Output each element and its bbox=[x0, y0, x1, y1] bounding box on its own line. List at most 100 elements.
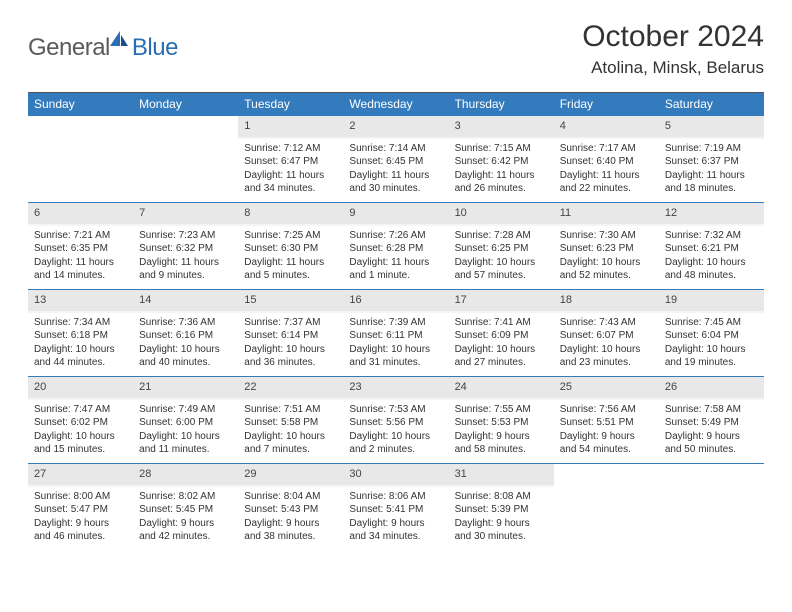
day-daylight2: and 40 minutes. bbox=[139, 356, 232, 370]
day-content: Sunrise: 7:14 AMSunset: 6:45 PMDaylight:… bbox=[343, 139, 448, 202]
day-daylight2: and 44 minutes. bbox=[34, 356, 127, 370]
day-sunrise: Sunrise: 7:41 AM bbox=[455, 316, 548, 330]
day-daylight2: and 42 minutes. bbox=[139, 530, 232, 544]
day-sunrise: Sunrise: 7:53 AM bbox=[349, 403, 442, 417]
weekday-header: Tuesday bbox=[238, 93, 343, 115]
day-number: 5 bbox=[659, 116, 764, 139]
day-content: Sunrise: 7:15 AMSunset: 6:42 PMDaylight:… bbox=[449, 139, 554, 202]
day-sunrise: Sunrise: 8:02 AM bbox=[139, 490, 232, 504]
day-sunset: Sunset: 5:49 PM bbox=[665, 416, 758, 430]
day-content: Sunrise: 7:56 AMSunset: 5:51 PMDaylight:… bbox=[554, 400, 659, 463]
weekday-header-row: Sunday Monday Tuesday Wednesday Thursday… bbox=[28, 92, 764, 115]
day-sunrise: Sunrise: 7:49 AM bbox=[139, 403, 232, 417]
day-sunset: Sunset: 6:45 PM bbox=[349, 155, 442, 169]
day-sunset: Sunset: 6:07 PM bbox=[560, 329, 653, 343]
calendar-week-row: 20Sunrise: 7:47 AMSunset: 6:02 PMDayligh… bbox=[28, 376, 764, 463]
day-content: Sunrise: 8:08 AMSunset: 5:39 PMDaylight:… bbox=[449, 487, 554, 550]
day-content: Sunrise: 8:02 AMSunset: 5:45 PMDaylight:… bbox=[133, 487, 238, 550]
calendar-day-cell: 29Sunrise: 8:04 AMSunset: 5:43 PMDayligh… bbox=[238, 464, 343, 550]
day-number: 4 bbox=[554, 116, 659, 139]
day-content: Sunrise: 7:43 AMSunset: 6:07 PMDaylight:… bbox=[554, 313, 659, 376]
day-number: 13 bbox=[28, 290, 133, 313]
day-number: 14 bbox=[133, 290, 238, 313]
day-daylight2: and 57 minutes. bbox=[455, 269, 548, 283]
day-sunset: Sunset: 5:39 PM bbox=[455, 503, 548, 517]
day-sunset: Sunset: 6:18 PM bbox=[34, 329, 127, 343]
day-daylight2: and 50 minutes. bbox=[665, 443, 758, 457]
calendar-day-cell: 23Sunrise: 7:53 AMSunset: 5:56 PMDayligh… bbox=[343, 377, 448, 463]
day-daylight1: Daylight: 11 hours bbox=[455, 169, 548, 183]
calendar-week-row: 6Sunrise: 7:21 AMSunset: 6:35 PMDaylight… bbox=[28, 202, 764, 289]
calendar-week-row: 1Sunrise: 7:12 AMSunset: 6:47 PMDaylight… bbox=[28, 115, 764, 202]
day-number: 31 bbox=[449, 464, 554, 487]
day-daylight1: Daylight: 10 hours bbox=[560, 256, 653, 270]
calendar-day-cell: 2Sunrise: 7:14 AMSunset: 6:45 PMDaylight… bbox=[343, 116, 448, 202]
day-daylight2: and 26 minutes. bbox=[455, 182, 548, 196]
day-sunrise: Sunrise: 7:17 AM bbox=[560, 142, 653, 156]
calendar-day-cell: 8Sunrise: 7:25 AMSunset: 6:30 PMDaylight… bbox=[238, 203, 343, 289]
day-content: Sunrise: 7:39 AMSunset: 6:11 PMDaylight:… bbox=[343, 313, 448, 376]
page-header: General Blue October 2024 Atolina, Minsk… bbox=[28, 20, 764, 78]
day-daylight2: and 11 minutes. bbox=[139, 443, 232, 457]
day-sunrise: Sunrise: 7:55 AM bbox=[455, 403, 548, 417]
day-daylight1: Daylight: 10 hours bbox=[139, 430, 232, 444]
day-sunrise: Sunrise: 7:21 AM bbox=[34, 229, 127, 243]
day-daylight2: and 2 minutes. bbox=[349, 443, 442, 457]
day-daylight2: and 23 minutes. bbox=[560, 356, 653, 370]
day-sunrise: Sunrise: 7:28 AM bbox=[455, 229, 548, 243]
day-daylight2: and 31 minutes. bbox=[349, 356, 442, 370]
day-sunrise: Sunrise: 7:37 AM bbox=[244, 316, 337, 330]
day-content: Sunrise: 7:17 AMSunset: 6:40 PMDaylight:… bbox=[554, 139, 659, 202]
calendar-day-cell: 20Sunrise: 7:47 AMSunset: 6:02 PMDayligh… bbox=[28, 377, 133, 463]
calendar-grid: Sunday Monday Tuesday Wednesday Thursday… bbox=[28, 92, 764, 550]
calendar-day-cell: 31Sunrise: 8:08 AMSunset: 5:39 PMDayligh… bbox=[449, 464, 554, 550]
calendar-day-cell bbox=[659, 464, 764, 550]
day-number: 6 bbox=[28, 203, 133, 226]
day-sunrise: Sunrise: 7:26 AM bbox=[349, 229, 442, 243]
day-content: Sunrise: 7:41 AMSunset: 6:09 PMDaylight:… bbox=[449, 313, 554, 376]
day-daylight1: Daylight: 9 hours bbox=[139, 517, 232, 531]
day-sunrise: Sunrise: 8:04 AM bbox=[244, 490, 337, 504]
day-daylight2: and 9 minutes. bbox=[139, 269, 232, 283]
calendar-day-cell: 19Sunrise: 7:45 AMSunset: 6:04 PMDayligh… bbox=[659, 290, 764, 376]
day-sunset: Sunset: 5:58 PM bbox=[244, 416, 337, 430]
day-daylight1: Daylight: 11 hours bbox=[244, 256, 337, 270]
day-number: 25 bbox=[554, 377, 659, 400]
calendar-day-cell: 18Sunrise: 7:43 AMSunset: 6:07 PMDayligh… bbox=[554, 290, 659, 376]
day-number: 12 bbox=[659, 203, 764, 226]
day-daylight1: Daylight: 11 hours bbox=[349, 169, 442, 183]
day-daylight2: and 7 minutes. bbox=[244, 443, 337, 457]
day-daylight1: Daylight: 10 hours bbox=[244, 343, 337, 357]
weekday-header: Friday bbox=[554, 93, 659, 115]
day-daylight2: and 18 minutes. bbox=[665, 182, 758, 196]
calendar-day-cell: 16Sunrise: 7:39 AMSunset: 6:11 PMDayligh… bbox=[343, 290, 448, 376]
day-daylight2: and 1 minute. bbox=[349, 269, 442, 283]
day-sunrise: Sunrise: 7:25 AM bbox=[244, 229, 337, 243]
day-number: 20 bbox=[28, 377, 133, 400]
day-daylight1: Daylight: 9 hours bbox=[34, 517, 127, 531]
day-sunset: Sunset: 5:56 PM bbox=[349, 416, 442, 430]
day-daylight1: Daylight: 10 hours bbox=[455, 256, 548, 270]
day-sunset: Sunset: 6:16 PM bbox=[139, 329, 232, 343]
day-number: 23 bbox=[343, 377, 448, 400]
logo: General Blue bbox=[28, 28, 178, 67]
day-number: 17 bbox=[449, 290, 554, 313]
calendar-day-cell: 30Sunrise: 8:06 AMSunset: 5:41 PMDayligh… bbox=[343, 464, 448, 550]
day-daylight2: and 27 minutes. bbox=[455, 356, 548, 370]
day-sunset: Sunset: 5:41 PM bbox=[349, 503, 442, 517]
day-sunrise: Sunrise: 7:36 AM bbox=[139, 316, 232, 330]
calendar-day-cell: 13Sunrise: 7:34 AMSunset: 6:18 PMDayligh… bbox=[28, 290, 133, 376]
day-daylight2: and 36 minutes. bbox=[244, 356, 337, 370]
day-sunset: Sunset: 6:14 PM bbox=[244, 329, 337, 343]
day-sunrise: Sunrise: 7:56 AM bbox=[560, 403, 653, 417]
day-content: Sunrise: 7:45 AMSunset: 6:04 PMDaylight:… bbox=[659, 313, 764, 376]
day-sunset: Sunset: 6:04 PM bbox=[665, 329, 758, 343]
day-daylight1: Daylight: 10 hours bbox=[34, 343, 127, 357]
day-daylight1: Daylight: 10 hours bbox=[560, 343, 653, 357]
weekday-header: Monday bbox=[133, 93, 238, 115]
day-daylight2: and 46 minutes. bbox=[34, 530, 127, 544]
day-content: Sunrise: 7:23 AMSunset: 6:32 PMDaylight:… bbox=[133, 226, 238, 289]
day-content: Sunrise: 7:19 AMSunset: 6:37 PMDaylight:… bbox=[659, 139, 764, 202]
day-daylight1: Daylight: 9 hours bbox=[244, 517, 337, 531]
day-daylight1: Daylight: 9 hours bbox=[560, 430, 653, 444]
